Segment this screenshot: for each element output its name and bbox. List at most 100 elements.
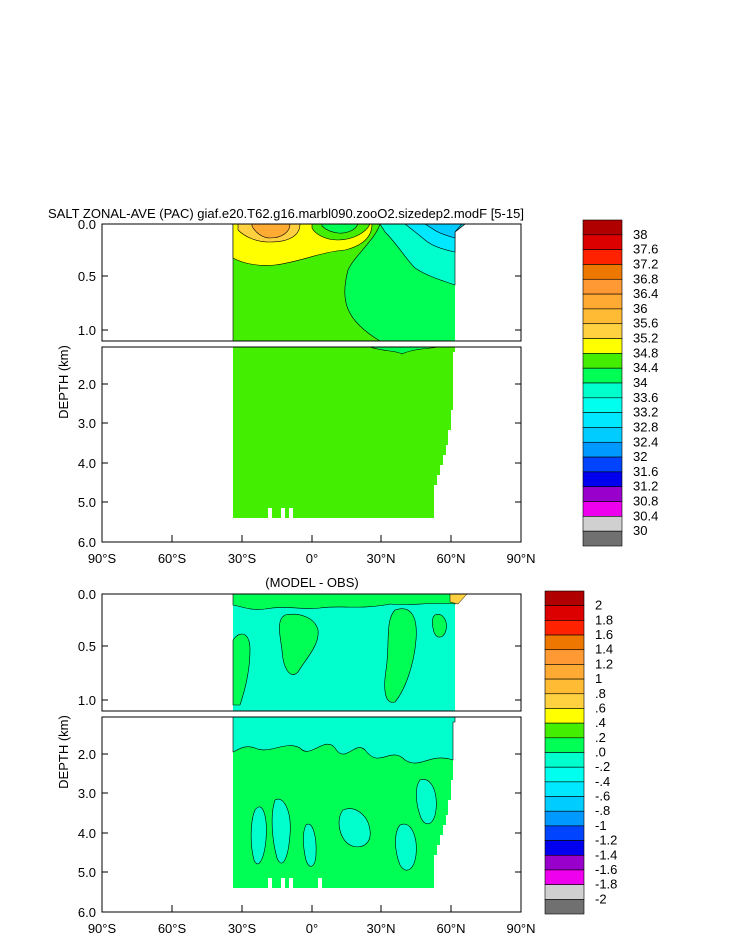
bottom-xtick: 30°N [366,921,395,936]
top-upper-plot [101,223,522,342]
colorbar-swatch [544,869,585,885]
colorbar-swatch [582,338,623,354]
colorbar-swatch [544,810,585,827]
colorbar-label: 30.4 [633,508,658,523]
colorbar-swatch [582,293,623,310]
colorbar-label: 31.6 [633,464,658,479]
colorbar-label: 2 [595,598,602,613]
bottom-xtick: 60°N [436,921,465,936]
top-ytick: 0.5 [78,269,96,284]
top-colorbar: 3837.637.236.836.43635.635.234.834.43433… [582,219,658,547]
top-title: SALT ZONAL-AVE (PAC) giaf.e20.T62.g16.ma… [48,206,524,221]
colorbar-swatch [582,441,623,458]
bottom-colorbar: 21.81.61.41.21.8.6.4.2.0-.2-.4-.6-.8-1-1… [544,590,617,915]
bottom-upper-cyan-field [233,594,455,711]
colorbar-label: .2 [595,730,606,745]
bottom-xtick: 90°S [88,921,117,936]
bottom-ytick: 0.5 [78,639,96,654]
colorbar-label: .8 [595,686,606,701]
top-ytick: 6.0 [78,535,96,550]
colorbar-swatch [544,752,585,768]
bottom-upper-plot [101,593,522,712]
colorbar-swatch [544,649,585,665]
colorbar-label: 37.2 [633,256,658,271]
colorbar-label: .0 [595,745,606,760]
top-ylabel: DEPTH (km) [56,345,71,419]
colorbar-label: 30.8 [633,494,658,509]
colorbar-swatch [582,486,623,502]
bottom-xtick: 30°S [228,921,257,936]
top-yaxis: 0.0 0.5 1.0 2.0 3.0 4.0 5.0 6.0 DEPTH (k… [56,217,521,550]
colorbar-swatch [582,323,623,339]
top-xtick: 30°S [228,551,257,566]
colorbar-swatch [544,664,585,680]
bottom-xaxis: 90°S 60°S 30°S 0° 30°N 60°N 90°N [88,905,536,936]
colorbar-label: -1.4 [595,847,617,862]
colorbar-label: 38 [633,227,647,242]
top-xaxis: 90°S 60°S 30°S 0° 30°N 60°N 90°N [88,535,536,566]
top-ytick: 2.0 [78,377,96,392]
colorbar-label: 1.8 [595,612,613,627]
colorbar-swatch [544,693,585,709]
colorbar-swatch [582,308,623,325]
colorbar-label: -.8 [595,803,610,818]
colorbar-label: 36.8 [633,271,658,286]
colorbar-label: -.6 [595,789,610,804]
colorbar-label: -.4 [595,774,610,789]
colorbar-swatch [582,219,623,236]
colorbar-label: 35.2 [633,331,658,346]
colorbar-swatch [544,781,585,797]
colorbar-swatch [544,854,585,871]
colorbar-swatch [582,278,623,295]
colorbar-swatch [544,737,585,753]
colorbar-swatch [582,353,623,369]
colorbar-swatch [582,397,623,413]
colorbar-swatch [582,530,623,547]
colorbar-swatch [544,620,585,636]
colorbar-label: -.2 [595,759,610,774]
colorbar-swatch [544,634,585,651]
colorbar-label: -1.6 [595,862,617,877]
bottom-xtick: 90°N [506,921,535,936]
colorbar-swatch [544,590,585,606]
colorbar-swatch [544,899,585,915]
top-xtick: 90°N [506,551,535,566]
colorbar-swatch [544,840,585,856]
top-ytick: 1.0 [78,323,96,338]
colorbar-swatch [582,234,623,250]
colorbar-swatch [544,825,585,841]
colorbar-label: 34.8 [633,345,658,360]
colorbar-swatch [544,796,585,812]
colorbar-label: 34.4 [633,360,658,375]
top-ytick: 5.0 [78,495,96,510]
colorbar-swatch [582,264,623,280]
colorbar-swatch [582,412,623,428]
bottom-lower-plot [101,716,522,913]
colorbar-label: 1 [595,671,602,686]
colorbar-label: 35.6 [633,316,658,331]
top-xtick: 30°N [366,551,395,566]
colorbar-label: -1.8 [595,877,617,892]
colorbar-swatch [544,708,585,724]
colorbar-label: 36 [633,301,647,316]
colorbar-label: 37.6 [633,242,658,257]
colorbar-swatch [582,367,623,384]
bottom-ytick: 0.0 [78,587,96,602]
top-lower-green-field [233,347,455,518]
colorbar-label: 31.2 [633,479,658,494]
colorbar-label: 32 [633,449,647,464]
bottom-ytick: 1.0 [78,693,96,708]
bottom-yaxis: 0.0 0.5 1.0 2.0 3.0 4.0 5.0 6.0 DEPTH (k… [56,587,521,920]
colorbar-swatch [582,516,623,532]
colorbar-label: 32.8 [633,419,658,434]
bottom-ytick: 2.0 [78,747,96,762]
colorbar-label: .4 [595,715,606,730]
top-xtick: 0° [306,551,318,566]
colorbar-label: 33.6 [633,390,658,405]
colorbar-label: -1.2 [595,833,617,848]
top-ytick: 4.0 [78,456,96,471]
colorbar-swatch [582,456,623,473]
colorbar-label: 1.6 [595,627,613,642]
colorbar-swatch [544,605,585,621]
bottom-ytick: 6.0 [78,905,96,920]
